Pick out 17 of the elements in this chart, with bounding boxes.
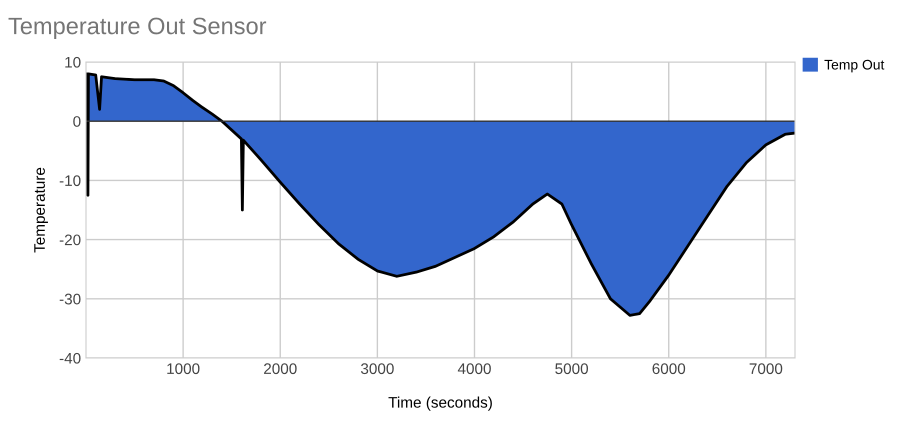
x-tick-label: 5000 [555, 363, 588, 374]
y-tick-label: -40 [60, 352, 81, 364]
y-tick-label: -20 [60, 234, 81, 246]
x-axis-title: Time (seconds) [388, 396, 492, 411]
legend-label: Temp Out [824, 60, 884, 72]
x-tick-label: 6000 [652, 363, 686, 374]
x-tick-label: 3000 [360, 363, 394, 374]
x-tick-label: 1000 [167, 363, 200, 374]
x-tick-label: 4000 [458, 363, 491, 374]
y-tick-label: 0 [73, 116, 81, 127]
y-tick-label: 10 [65, 56, 81, 68]
x-tick-label: 7000 [750, 363, 782, 374]
y-axis-title: Temperature [34, 168, 48, 253]
x-tick-label: 2000 [264, 363, 297, 374]
chart-title: Temperature Out Sensor [8, 18, 266, 40]
y-tick-label: -10 [60, 175, 81, 186]
y-tick-label: -30 [60, 294, 81, 304]
